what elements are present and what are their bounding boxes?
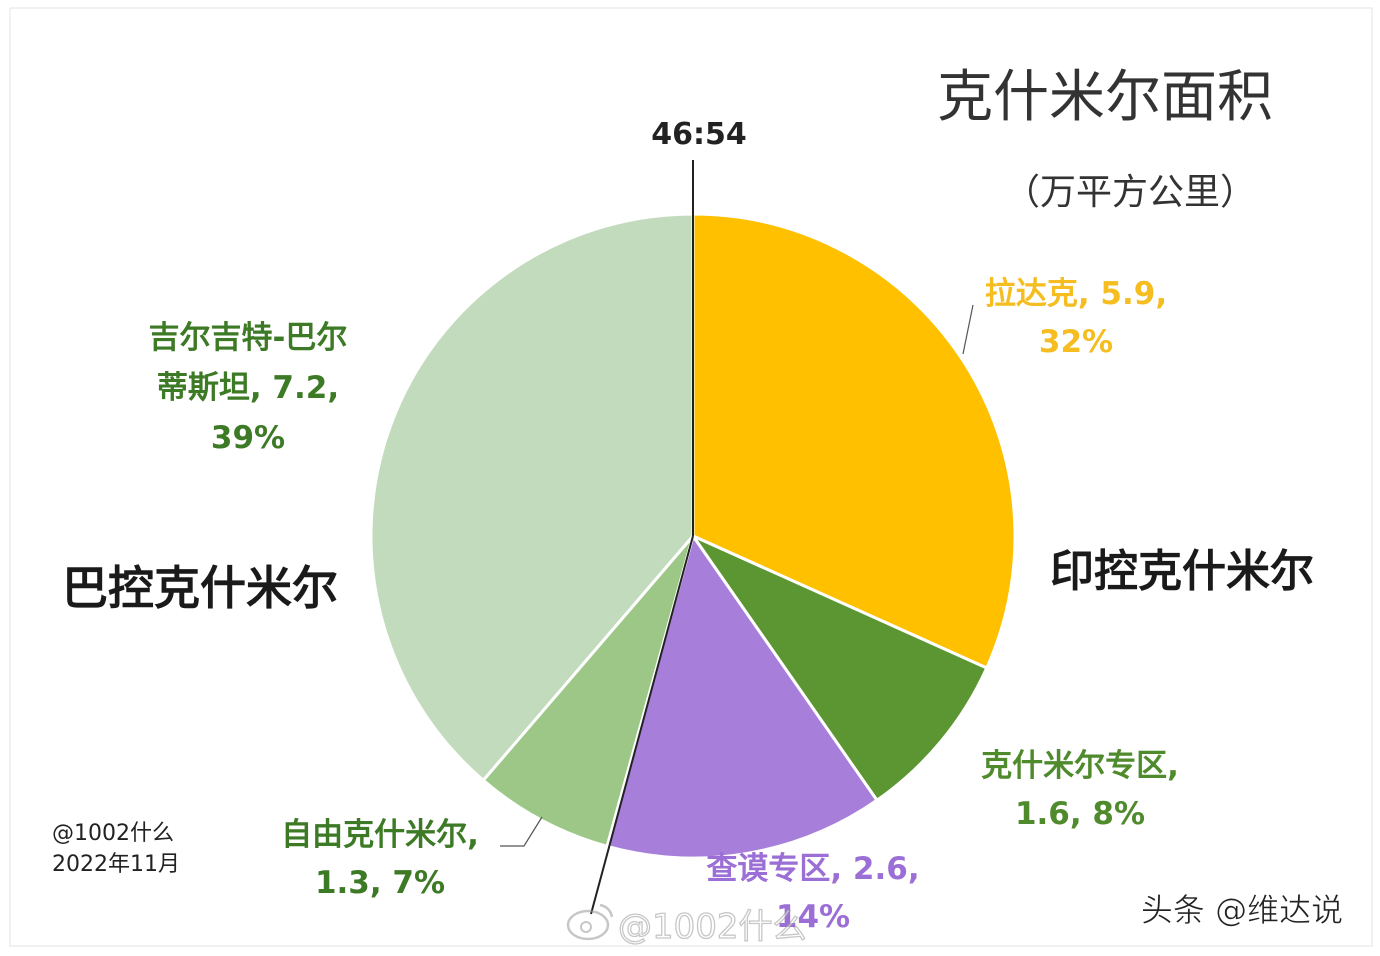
slice-label-line: 14% — [776, 899, 850, 935]
chart-border — [9, 7, 1373, 947]
slice-label-azad-kashmir: 自由克什米尔, 1.3, 7% — [281, 817, 479, 901]
slice-label-kashmir-division: 克什米尔专区, 1.6, 8% — [981, 748, 1179, 832]
group-label-india: 印控克什米尔 — [1050, 546, 1314, 597]
weibo-icon — [566, 903, 614, 941]
credit-author: @1002什么 — [52, 821, 174, 846]
leader-line-azad — [500, 816, 543, 847]
pie-slice-ladakh — [691, 212, 1017, 670]
toutiao-watermark: 头条 @维达说 — [1141, 891, 1343, 929]
ratio-divider-lower — [590, 535, 694, 915]
ratio-label: 46:54 — [651, 117, 747, 152]
slice-label-line: 39% — [211, 420, 285, 456]
credit-date: 2022年11月 — [52, 852, 180, 877]
slice-label-gilgit-baltistan: 吉尔吉特-巴尔 蒂斯坦, 7.2, 39% — [149, 320, 348, 456]
slice-label-line: 拉达克, 5.9, — [985, 276, 1167, 312]
pie-slices — [369, 212, 1017, 860]
slice-label-line: 蒂斯坦, 7.2, — [157, 370, 339, 406]
chart-subtitle: （万平方公里） — [1004, 172, 1256, 213]
slice-label-jammu-division: 查谟专区, 2.6, 14% — [706, 851, 919, 935]
slice-label-line: 1.6, 8% — [1015, 796, 1145, 832]
weibo-watermark: @1002什么 — [566, 903, 807, 948]
pie-slice-kashmir-division — [688, 532, 989, 803]
slice-label-line: 查谟专区, 2.6, — [706, 851, 919, 887]
weibo-watermark-text: @1002什么 — [618, 907, 807, 947]
slice-label-line: 1.3, 7% — [315, 865, 445, 901]
slice-label-line: 吉尔吉特-巴尔 — [149, 320, 348, 356]
pie-slice-gilgit-baltistan — [369, 212, 695, 783]
group-label-pakistan: 巴控克什米尔 — [62, 561, 338, 615]
slice-label-line: 克什米尔专区, — [981, 748, 1179, 784]
pie-slice-azad-kashmir — [481, 535, 695, 849]
slice-label-ladakh: 拉达克, 5.9, 32% — [985, 276, 1167, 360]
slice-label-line: 32% — [1039, 324, 1113, 360]
leader-line-ladakh — [962, 304, 974, 355]
slice-label-line: 自由克什米尔, — [281, 817, 479, 853]
chart-title: 克什米尔面积 — [937, 65, 1273, 130]
pie-slice-jammu-division — [605, 532, 880, 860]
